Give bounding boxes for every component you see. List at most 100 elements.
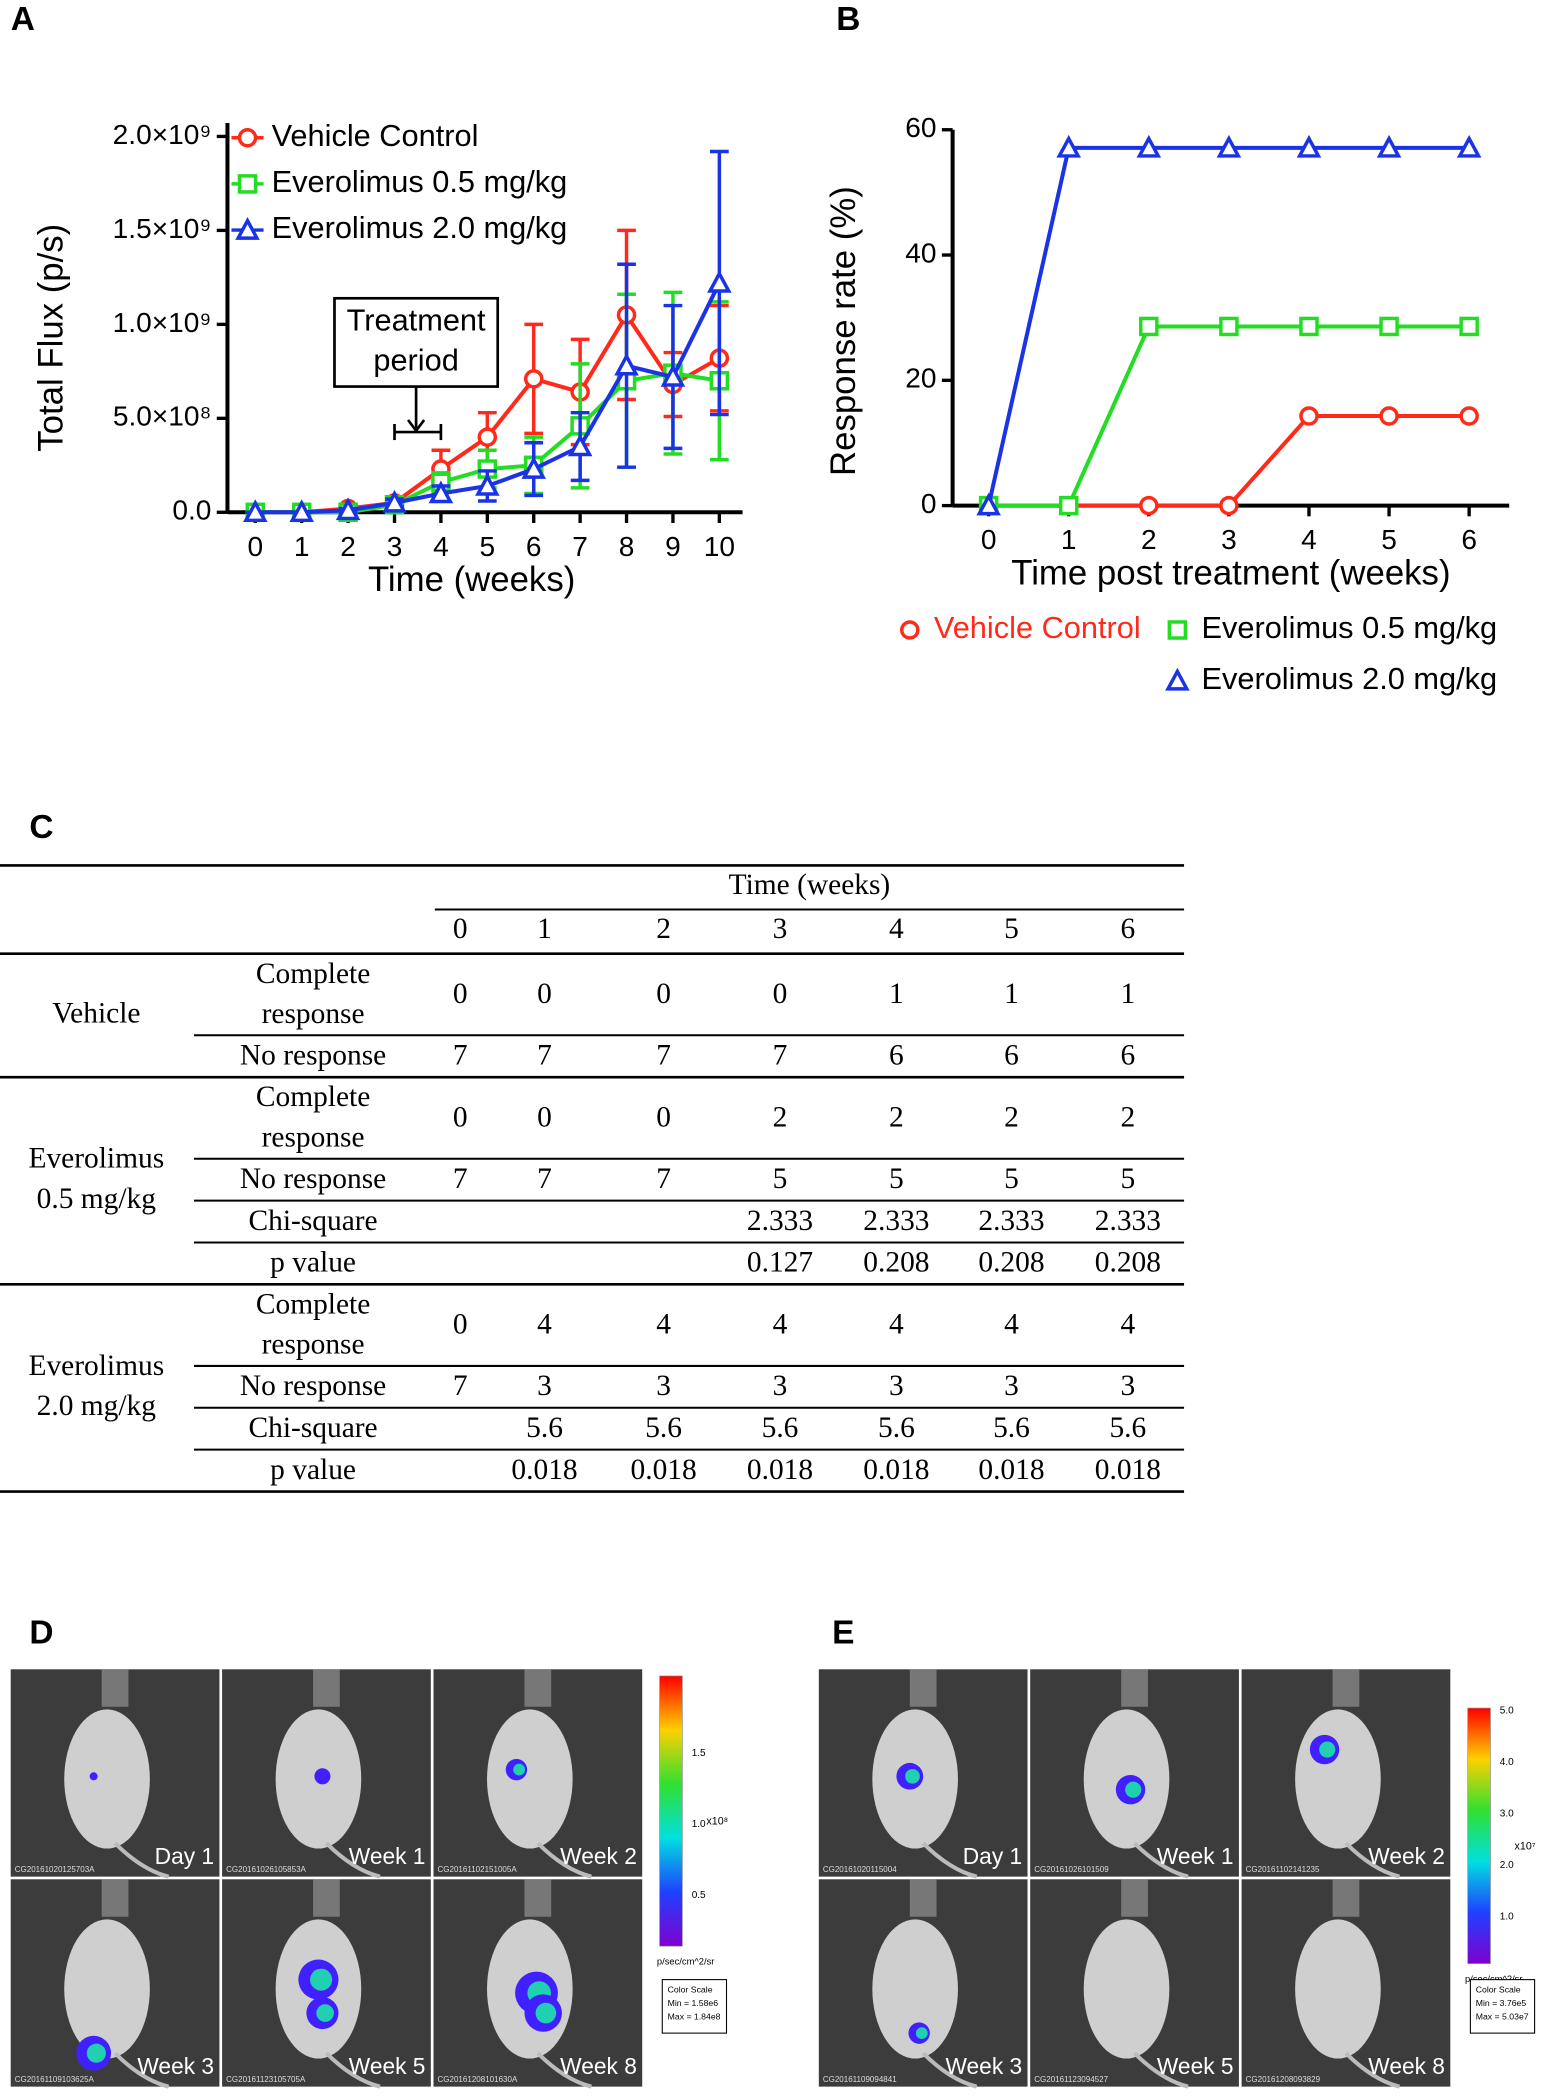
- x-tick-label: 2: [1141, 524, 1157, 555]
- x-tick-label: 6: [526, 531, 542, 562]
- table-cell: 7: [656, 1163, 671, 1195]
- marker: [243, 499, 268, 523]
- colorbar-min: Min = 3.76e5: [1476, 1998, 1527, 2008]
- row-label: Chi-square: [249, 1205, 378, 1237]
- table-cell: 5.6: [762, 1412, 799, 1444]
- image-id: CG20161208093829: [1246, 2075, 1321, 2084]
- colorbar: [1467, 1707, 1491, 1964]
- colorbar-tick: 2.0: [1500, 1860, 1514, 1871]
- marker: [900, 620, 920, 640]
- signal-core: [905, 1768, 920, 1784]
- table-cell: 3: [1121, 1370, 1136, 1402]
- colorbar-max: Max = 5.03e7: [1476, 2011, 1529, 2021]
- mouse-tail: [921, 1841, 978, 1879]
- table-cell: 3: [656, 1370, 671, 1402]
- column-header: 3: [773, 913, 788, 945]
- holder: [313, 1879, 340, 1917]
- table-cell: 7: [453, 1039, 468, 1071]
- marker: [235, 217, 260, 240]
- colorbar-unit: x10⁷: [1515, 1840, 1536, 1852]
- table-cell: 2.333: [747, 1205, 813, 1237]
- holder: [313, 1669, 340, 1707]
- signal-core: [316, 2004, 334, 2022]
- image-caption: Week 2: [1368, 1843, 1445, 1869]
- colorbar-box: [1469, 1979, 1536, 2034]
- x-tick-label: 9: [665, 531, 681, 562]
- marker: [428, 480, 454, 504]
- table-cell: 0.018: [511, 1454, 577, 1486]
- table-cell: 2: [1004, 1101, 1019, 1133]
- mouse-body: [1295, 1709, 1381, 1849]
- table-cell: 0: [453, 1308, 468, 1340]
- colorbar-min: Min = 1.58e6: [668, 1998, 719, 2008]
- image-id: CG20161102141235: [1246, 1865, 1320, 1874]
- marker: [1299, 406, 1319, 426]
- colorbar-title: Color Scale: [668, 1985, 713, 1995]
- marker: [1216, 134, 1242, 158]
- legend-label: Vehicle Control: [934, 610, 1141, 645]
- image-caption: Week 8: [560, 2053, 637, 2079]
- table-cell: 0.018: [978, 1454, 1044, 1486]
- mouse-tail: [113, 1841, 170, 1879]
- mouse-body: [1295, 1919, 1381, 2059]
- table-cell: 1: [889, 978, 904, 1010]
- holder: [524, 1669, 552, 1707]
- annotation: Treatment period: [347, 302, 486, 377]
- table-cell: 4: [537, 1308, 552, 1340]
- holder: [1332, 1879, 1360, 1917]
- image-caption: Day 1: [963, 1843, 1022, 1869]
- image-id: CG20161020115004: [823, 1865, 897, 1874]
- image-caption: Week 5: [1157, 2053, 1234, 2079]
- marker: [1379, 316, 1399, 337]
- marker: [335, 497, 361, 521]
- holder: [1332, 1669, 1360, 1707]
- x-tick-label: 3: [1221, 524, 1237, 555]
- marker: [1167, 620, 1188, 640]
- image-id: CG20161026101509: [1034, 1865, 1109, 1874]
- signal-core: [513, 1763, 526, 1776]
- colorbar-units: p/sec/cm^2/sr: [657, 1957, 714, 1967]
- marker: [382, 489, 407, 513]
- y-tick-label: 60: [905, 112, 936, 143]
- table-cell: 7: [773, 1039, 788, 1071]
- mouse-tail: [325, 2051, 381, 2089]
- marker: [976, 492, 1001, 516]
- mouse-body: [1083, 1919, 1170, 2059]
- image-caption: Week 1: [1157, 1843, 1234, 1869]
- table-cell: 4: [889, 1308, 904, 1340]
- holder: [524, 1879, 552, 1917]
- signal-core: [86, 2043, 106, 2063]
- table-cell: 1: [1121, 978, 1136, 1010]
- x-axis-title: Time (weeks): [368, 561, 575, 599]
- mouse-body: [487, 1709, 573, 1849]
- signal: [89, 1772, 98, 1781]
- marker: [707, 269, 732, 293]
- table-cell: 5: [1004, 1163, 1019, 1195]
- table-cell: 0: [656, 978, 671, 1010]
- image-id: CG20161102151005A: [438, 1865, 518, 1874]
- table-cell: 5: [773, 1163, 788, 1195]
- image-id: CG20161109094841: [823, 2075, 897, 2084]
- y-tick-label: 0: [921, 488, 937, 519]
- table-cell: 1: [1004, 978, 1019, 1010]
- colorbar-tick: 4.0: [1500, 1757, 1514, 1768]
- mouse-tail: [113, 2051, 170, 2089]
- y-axis-title: Response rate (%): [825, 186, 863, 476]
- image-caption: Week 3: [137, 2053, 214, 2079]
- legend-label: Everolimus 0.5 mg/kg: [272, 164, 568, 199]
- x-tick-label: 4: [433, 531, 449, 562]
- marker: [1136, 134, 1162, 158]
- table-cell: 0: [537, 1101, 552, 1133]
- marker: [1299, 316, 1319, 337]
- table-cell: 0: [453, 978, 468, 1010]
- marker: [523, 369, 544, 389]
- series-line: [988, 414, 1470, 508]
- marker: [477, 427, 498, 447]
- column-header: 6: [1121, 913, 1136, 945]
- mouse-body: [64, 1919, 150, 2059]
- marker: [1056, 134, 1082, 158]
- table-cell: 0.208: [978, 1247, 1044, 1279]
- y-tick-label: 0.0: [172, 495, 211, 526]
- table-cell: 2: [889, 1101, 904, 1133]
- y-axis-title: Total Flux (p/s): [33, 224, 71, 452]
